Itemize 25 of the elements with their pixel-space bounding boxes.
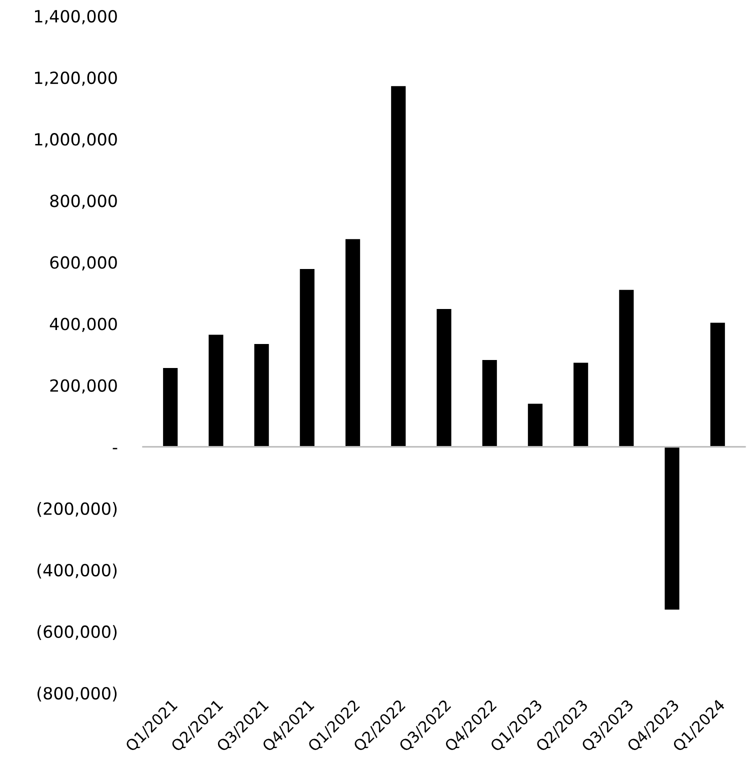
y-tick-label: 600,000 xyxy=(50,256,117,270)
bar xyxy=(528,404,543,447)
bar xyxy=(710,322,725,447)
bar xyxy=(482,360,497,447)
y-tick-label: - xyxy=(112,448,118,450)
y-tick-label: (400,000) xyxy=(38,564,117,578)
y-tick-label: 1,400,000 xyxy=(35,10,117,24)
y-tick-label: 1,200,000 xyxy=(35,72,117,86)
bar xyxy=(391,86,406,447)
y-tick-label: (200,000) xyxy=(38,502,117,517)
bar xyxy=(574,362,588,447)
bar xyxy=(208,334,224,447)
bar xyxy=(664,446,680,610)
y-tick-label: 800,000 xyxy=(50,194,117,209)
y-tick-label: 400,000 xyxy=(50,318,117,332)
bar xyxy=(254,344,269,447)
y-tick-label: (800,000) xyxy=(38,686,117,702)
y-tick-label: 1,000,000 xyxy=(35,133,117,148)
bar xyxy=(436,308,452,447)
bar xyxy=(619,290,634,447)
y-tick-label: (600,000) xyxy=(38,625,117,640)
bar xyxy=(163,368,178,447)
y-tick-label: 200,000 xyxy=(50,379,117,394)
bar xyxy=(345,239,360,447)
bar xyxy=(300,268,314,447)
